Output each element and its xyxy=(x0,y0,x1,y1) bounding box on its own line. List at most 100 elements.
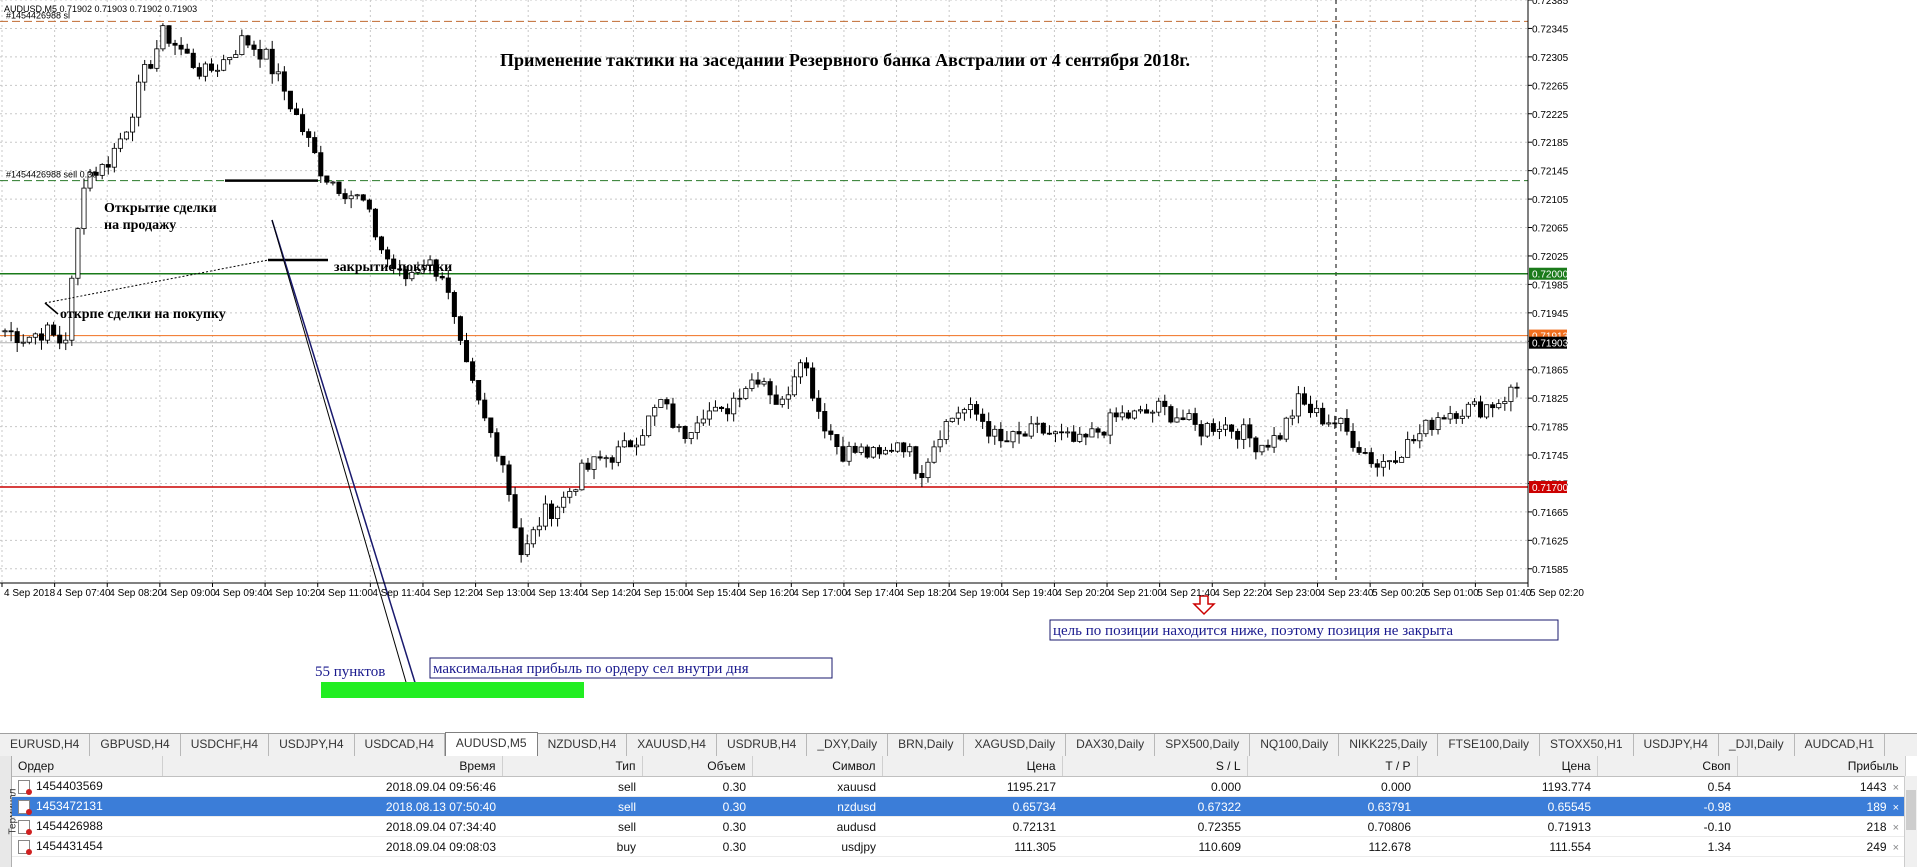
bull-candle xyxy=(221,59,227,71)
order-value: 0.54 xyxy=(1707,779,1731,794)
bear-candle xyxy=(300,114,306,133)
tab--dxy-daily[interactable]: _DXY,Daily xyxy=(807,734,889,756)
tab-usdjpy-h4[interactable]: USDJPY,H4 xyxy=(269,734,355,756)
x-tick-label: 4 Sep 13:40 xyxy=(530,588,584,599)
bear-candle xyxy=(755,379,761,385)
column-header[interactable]: Цена xyxy=(1417,756,1598,777)
column-header[interactable]: Объем xyxy=(642,756,753,777)
order-value: buy xyxy=(616,839,636,854)
bear-candle xyxy=(93,171,99,176)
bull-candle xyxy=(1156,400,1162,413)
close-order-icon[interactable]: × xyxy=(1892,801,1899,814)
order-row[interactable]: 1453472131 2018.08.13 07:50:40 sell 0.30 nzd… xyxy=(12,796,1905,817)
tab-usdrub-h4[interactable]: USDRUB,H4 xyxy=(717,734,808,756)
order-value: 0.30 xyxy=(722,779,746,794)
bull-candle xyxy=(961,409,967,414)
bear-candle xyxy=(324,175,330,183)
column-header[interactable]: Своп xyxy=(1597,756,1738,777)
y-tick-label: 0.71985 xyxy=(1532,280,1569,291)
bear-candle xyxy=(172,42,178,46)
order-cell: 0.30 xyxy=(642,796,752,817)
bull-candle xyxy=(882,449,889,455)
tab-audusd-m5[interactable]: AUDUSD,M5 xyxy=(444,732,538,758)
chart-area[interactable]: AUDUSD,M5 0.71902 0.71903 0.71902 0.7190… xyxy=(0,0,1917,732)
tab-usdcad-h4[interactable]: USDCAD,H4 xyxy=(355,734,445,756)
terminal-scrollbar[interactable] xyxy=(1904,776,1917,867)
bull-candle xyxy=(797,362,803,378)
y-tick-label: 0.71625 xyxy=(1532,536,1569,547)
price-chart[interactable]: AUDUSD,M5 0.71902 0.71903 0.71902 0.7190… xyxy=(0,0,1917,732)
close-buy-label: закрытие покупки xyxy=(334,260,452,275)
bear-candle xyxy=(682,425,688,439)
tab-xauusd-h4[interactable]: XAUUSD,H4 xyxy=(627,734,717,756)
bull-candle xyxy=(943,421,949,440)
column-header[interactable]: Время xyxy=(162,756,503,777)
tab-usdchf-h4[interactable]: USDCHF,H4 xyxy=(181,734,270,756)
tab-stoxx50-h1[interactable]: STOXX50,H1 xyxy=(1540,734,1634,756)
scrollbar-thumb[interactable] xyxy=(1906,790,1916,830)
column-header[interactable]: Ордер xyxy=(12,756,163,777)
column-header[interactable]: Тип xyxy=(502,756,643,777)
order-value: 0.72355 xyxy=(1197,819,1241,834)
bull-candle xyxy=(233,54,239,58)
x-tick-label: 4 Sep 22:20 xyxy=(1214,588,1268,599)
bear-candle xyxy=(901,442,907,453)
bull-candle xyxy=(1471,401,1477,405)
y-tick-label: 0.71785 xyxy=(1532,423,1569,434)
target-label: цель по позиции находится ниже, поэтому … xyxy=(1053,623,1453,639)
close-order-icon[interactable]: × xyxy=(1892,781,1899,794)
bear-candle xyxy=(385,249,391,260)
bull-candle xyxy=(694,422,700,433)
tab-nzdusd-h4[interactable]: NZDUSD,H4 xyxy=(538,734,628,756)
bear-candle xyxy=(306,131,312,138)
bear-candle xyxy=(864,446,870,458)
close-order-icon[interactable]: × xyxy=(1892,841,1899,854)
bear-candle xyxy=(725,408,731,415)
tab-brn-daily[interactable]: BRN,Daily xyxy=(888,734,965,756)
tab-dax30-daily[interactable]: DAX30,Daily xyxy=(1066,734,1156,756)
profit-bar xyxy=(321,682,584,698)
tab--dji-daily[interactable]: _DJI,Daily xyxy=(1719,734,1795,756)
column-header[interactable]: S / L xyxy=(1062,756,1248,777)
bear-candle xyxy=(378,236,385,251)
bear-candle xyxy=(767,381,773,396)
column-header[interactable]: Цена xyxy=(882,756,1063,777)
order-id: 1454431454 xyxy=(36,839,103,854)
bear-candle xyxy=(336,181,342,194)
close-order-icon[interactable]: × xyxy=(1892,821,1899,834)
order-cell: 111.305 xyxy=(882,836,1062,857)
bear-candle xyxy=(257,48,263,60)
bear-candle xyxy=(1301,393,1307,405)
bear-candle xyxy=(439,275,445,279)
bull-candle xyxy=(1417,433,1423,442)
tab-spx500-daily[interactable]: SPX500,Daily xyxy=(1155,734,1251,756)
bear-candle xyxy=(245,35,251,46)
bear-candle xyxy=(1247,424,1253,439)
tab-audcad-h1[interactable]: AUDCAD,H1 xyxy=(1795,734,1886,756)
order-row[interactable]: 1454431454 2018.09.04 09:08:03 buy 0.30 usdj… xyxy=(12,836,1905,857)
tab-eurusd-h4[interactable]: EURUSD,H4 xyxy=(0,734,91,756)
x-tick-label: 4 Sep 23:00 xyxy=(1267,588,1321,599)
tab-nikk225-daily[interactable]: NIKK225,Daily xyxy=(1339,734,1439,756)
bear-candle xyxy=(1478,401,1484,418)
tab-xagusd-daily[interactable]: XAGUSD,Daily xyxy=(964,734,1067,756)
tab-ftse100-daily[interactable]: FTSE100,Daily xyxy=(1438,734,1541,756)
order-row[interactable]: 1454426988 2018.09.04 07:34:40 sell 0.30 aud… xyxy=(12,816,1905,837)
tab-usdjpy-h4[interactable]: USDJPY,H4 xyxy=(1634,734,1719,756)
column-header[interactable]: Символ xyxy=(752,756,883,777)
y-tick-label: 0.72265 xyxy=(1532,81,1569,92)
column-header[interactable]: Прибыль xyxy=(1737,756,1906,777)
bull-candle xyxy=(1423,419,1429,435)
bull-candle xyxy=(573,489,579,492)
tab-nq100-daily[interactable]: NQ100,Daily xyxy=(1250,734,1340,756)
column-header[interactable]: T / P xyxy=(1247,756,1418,777)
bear-candle xyxy=(1392,460,1399,463)
x-tick-label: 5 Sep 02:20 xyxy=(1530,588,1584,599)
tab-gbpusd-h4[interactable]: GBPUSD,H4 xyxy=(90,734,181,756)
order-row[interactable]: 1454403569 2018.09.04 09:56:46 sell 0.30 xau… xyxy=(12,776,1905,797)
bull-candle xyxy=(1283,417,1289,440)
bear-candle xyxy=(852,445,858,453)
bear-candle xyxy=(312,137,318,154)
bull-candle xyxy=(1119,412,1125,418)
bull-candle xyxy=(1034,422,1040,425)
